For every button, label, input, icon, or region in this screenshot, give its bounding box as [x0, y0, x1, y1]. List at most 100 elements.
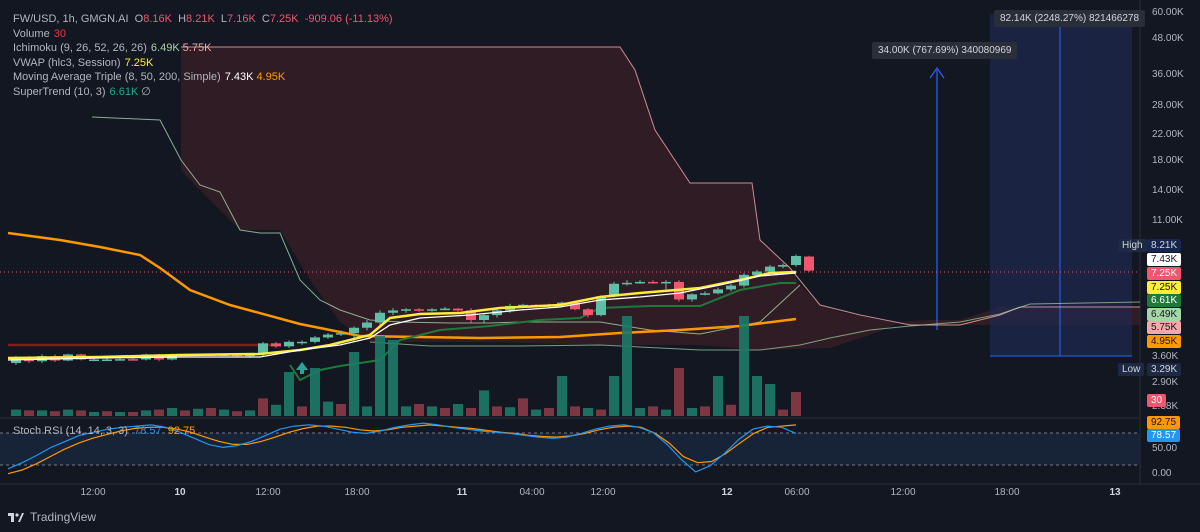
volume-bar [518, 398, 528, 416]
indicator-value: 5.75K [182, 42, 212, 54]
candle-body [661, 281, 671, 284]
candle-body [284, 341, 294, 347]
price-badge: 5.75K [1147, 321, 1182, 334]
volume-bar [427, 406, 437, 416]
candle[interactable] [791, 254, 801, 267]
measure-label-arrow: 34.00K (767.69%) 340080969 [872, 42, 1018, 59]
tradingview-logo[interactable]: TradingView [8, 510, 96, 524]
price-badge: 6.61K [1147, 294, 1182, 307]
indicator-row[interactable]: SuperTrend (10, 3) 6.61K ∅ [13, 85, 393, 100]
ichimoku-lagging [369, 301, 1141, 351]
candle[interactable] [700, 291, 710, 296]
candle-body [414, 309, 424, 311]
volume-bar [63, 409, 73, 416]
volume-bar [388, 340, 398, 416]
measure-arrow-head [929, 66, 945, 79]
candle[interactable] [661, 280, 671, 290]
candle[interactable] [596, 295, 606, 317]
candle[interactable] [128, 357, 138, 361]
volume-bar [687, 408, 697, 416]
candle[interactable] [401, 308, 411, 313]
stoch-k-line [7, 422, 797, 473]
indicator-value: ∅ [141, 85, 151, 98]
candle[interactable] [635, 280, 645, 284]
indicator-label: Moving Average Triple (8, 50, 200, Simpl… [13, 71, 221, 83]
candle-body [791, 255, 801, 266]
candle-body [388, 310, 398, 313]
volume-bar [50, 411, 60, 416]
supertrend [289, 282, 796, 382]
candle[interactable] [479, 313, 489, 323]
volume-bar [232, 411, 242, 416]
price-badge: 30 [1147, 394, 1167, 407]
indicator-row[interactable]: VWAP (hlc3, Session) 7.25K [13, 56, 393, 71]
volume-bar [401, 406, 411, 416]
candle[interactable] [336, 330, 346, 336]
volume-bar [791, 392, 801, 416]
volume-bar [115, 412, 125, 416]
indicator-row[interactable]: Moving Average Triple (8, 50, 200, Simpl… [13, 70, 393, 85]
x-tick-label: 12:00 [890, 487, 916, 498]
symbol-label: FW/USD, 1h, GMGN.AI [13, 13, 129, 25]
candle[interactable] [414, 308, 424, 312]
candle[interactable] [310, 335, 320, 344]
ma-8 [7, 272, 797, 361]
candle[interactable] [648, 280, 658, 284]
candle[interactable] [453, 308, 463, 312]
tradingview-icon [8, 512, 24, 522]
candle-body [713, 289, 723, 294]
candle[interactable] [388, 308, 398, 316]
candle-body [687, 294, 697, 300]
candle[interactable] [323, 333, 333, 339]
volume-bar [362, 406, 372, 416]
indicator-row[interactable]: Ichimoku (9, 26, 52, 26, 26) 6.49K 5.75K [13, 41, 393, 56]
volume-bar [713, 376, 723, 416]
candle[interactable] [427, 308, 437, 312]
candle[interactable] [804, 255, 814, 273]
candle[interactable] [713, 287, 723, 295]
x-tick-label: 18:00 [994, 487, 1020, 498]
candle[interactable] [284, 340, 294, 348]
volume-bar [336, 404, 346, 416]
volume-bar [141, 410, 151, 416]
candle[interactable] [726, 283, 736, 292]
stoch-band [0, 433, 1140, 465]
volume-bar [11, 409, 21, 416]
candle[interactable] [622, 280, 632, 286]
candle-body [427, 309, 437, 311]
candle-body [323, 334, 333, 338]
candle-body [128, 359, 138, 361]
candle-body [297, 341, 307, 344]
high-value: 8.21K [186, 13, 215, 25]
candle-body [700, 293, 710, 295]
candle-body [362, 322, 372, 328]
indicator-value: 7.25K [124, 56, 154, 69]
candle[interactable] [583, 308, 593, 318]
candle-body [609, 283, 619, 297]
volume-bar [570, 406, 580, 416]
indicator-value: 30 [53, 27, 66, 40]
candle[interactable] [362, 320, 372, 331]
candle-body [115, 359, 125, 361]
volume-bar [700, 406, 710, 416]
candle-body [752, 271, 762, 275]
x-tick-label: 10 [174, 487, 186, 498]
candle[interactable] [778, 263, 788, 269]
indicator-row[interactable]: Volume 30 [13, 27, 393, 42]
candle[interactable] [271, 341, 281, 348]
candle[interactable] [375, 310, 385, 326]
volume-bar [76, 410, 86, 416]
candle-body [89, 359, 99, 362]
candle-body [765, 266, 775, 272]
volume-bar [544, 408, 554, 416]
stoch-tick-label: 50.00 [1152, 443, 1178, 454]
candle[interactable] [687, 293, 697, 302]
y-tick-label: 28.00K [1152, 100, 1184, 111]
volume-bar [128, 412, 138, 416]
volume-bar [102, 411, 112, 416]
indicator-value: 6.49K [150, 42, 180, 54]
candle[interactable] [440, 307, 450, 311]
candle[interactable] [89, 358, 99, 362]
candle[interactable] [297, 340, 307, 345]
